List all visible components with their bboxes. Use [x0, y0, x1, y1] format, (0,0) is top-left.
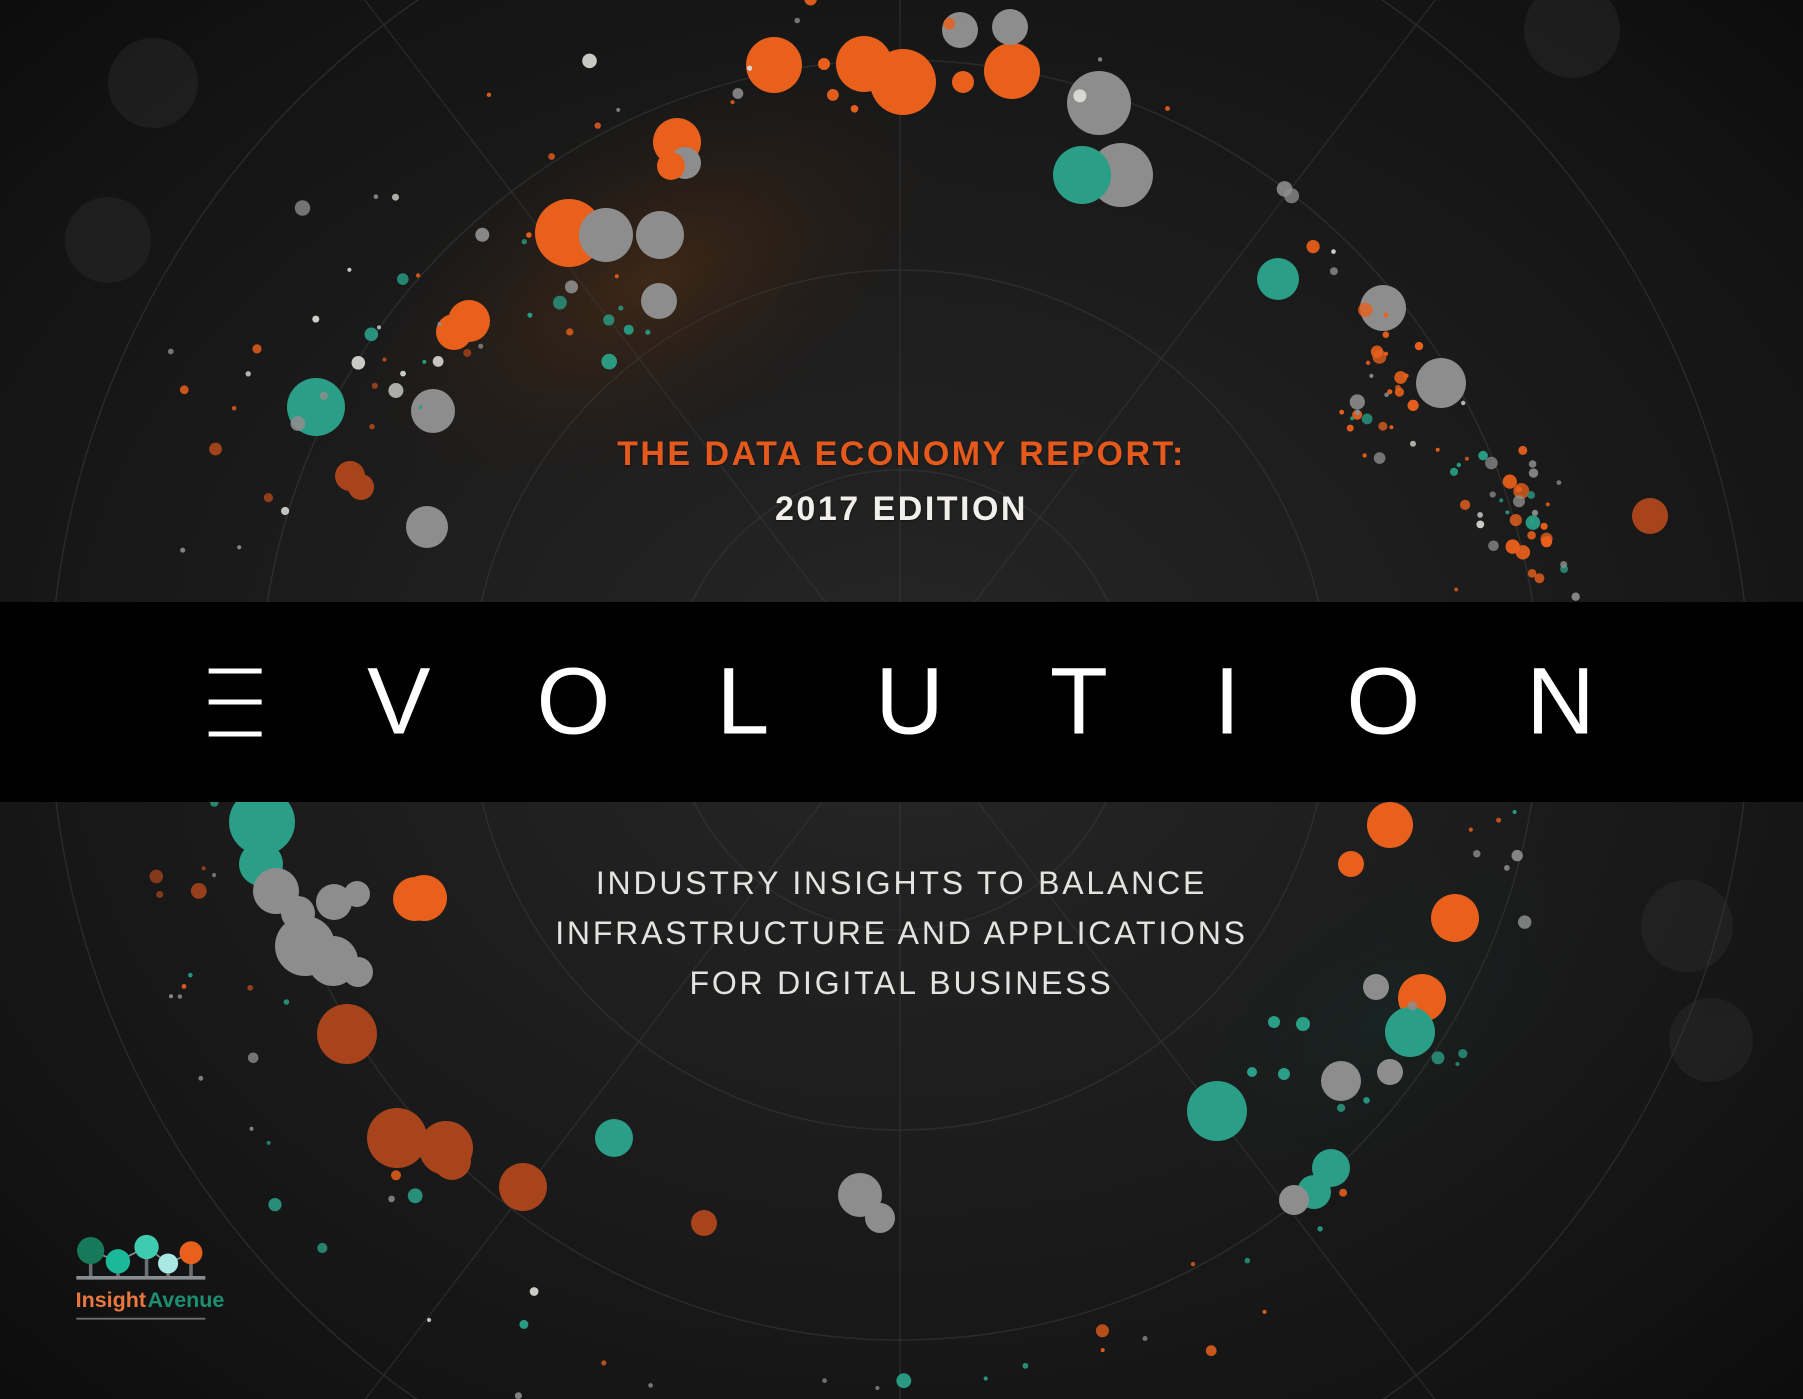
svg-text:InsightAvenue: InsightAvenue [76, 1288, 225, 1312]
